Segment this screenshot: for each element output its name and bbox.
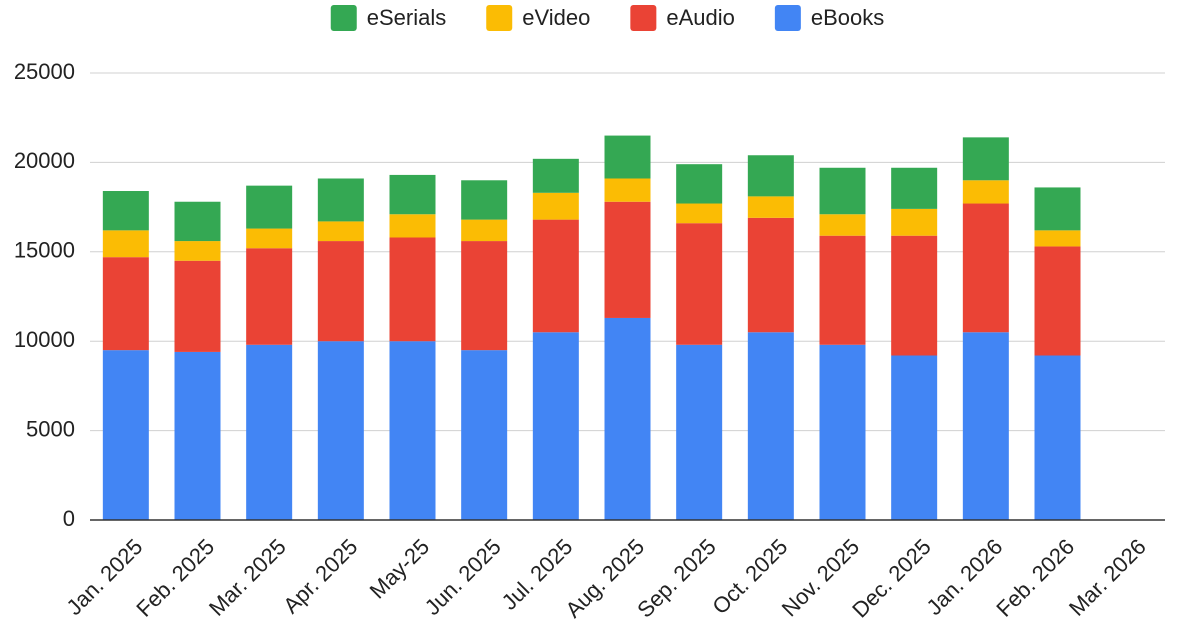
bar-segment: [604, 178, 651, 202]
x-tick-label: Mar. 2026: [1064, 534, 1151, 621]
bar-segment: [102, 257, 149, 351]
x-tick-label: Apr. 2025: [278, 534, 362, 618]
bar-segment: [1034, 187, 1081, 231]
bar-segment: [962, 203, 1009, 333]
bar-segment: [891, 235, 938, 356]
bar-segment: [747, 217, 794, 333]
x-tick-label: Feb. 2026: [991, 534, 1079, 622]
x-tick-label: Mar. 2025: [204, 534, 291, 621]
bar-segment: [604, 317, 651, 520]
bar-segment: [962, 180, 1009, 204]
bar-segment: [676, 344, 723, 520]
bar-segment: [317, 221, 364, 242]
legend-swatch: [330, 5, 357, 31]
x-tick-label: Sep. 2025: [632, 534, 721, 623]
bar-segment: [747, 155, 794, 197]
y-tick-label: 15000: [14, 238, 75, 263]
bar-segment: [174, 241, 221, 261]
bar-segment: [532, 158, 579, 193]
bar-segment: [102, 350, 149, 520]
y-tick-label: 0: [63, 506, 75, 531]
bar-segment: [1034, 246, 1081, 356]
bar-segment: [676, 164, 723, 204]
bar-segment: [532, 219, 579, 333]
bar-segment: [962, 332, 1009, 520]
bar-segment: [962, 137, 1009, 181]
bar-segment: [604, 135, 651, 179]
bar-segment: [604, 201, 651, 318]
bar-segment: [174, 260, 221, 352]
bar-segment: [174, 351, 221, 520]
bar-segment: [461, 219, 508, 242]
legend-label: eSerials: [367, 5, 446, 30]
bar-segment: [891, 167, 938, 209]
legend-label: eBooks: [811, 5, 884, 30]
bar-segment: [676, 223, 723, 345]
y-tick-label: 5000: [26, 416, 75, 441]
bar-segment: [891, 208, 938, 236]
bar-segment: [246, 185, 293, 229]
bar-segment: [1034, 355, 1081, 520]
legend-label: eVideo: [522, 5, 590, 30]
legend-swatch: [630, 5, 657, 31]
bar-segment: [317, 241, 364, 342]
bar-segment: [676, 203, 723, 224]
y-tick-label: 20000: [14, 148, 75, 173]
bar-segment: [102, 191, 149, 231]
bar-segment: [1034, 230, 1081, 247]
x-tick-label: Dec. 2025: [847, 534, 936, 623]
bar-segment: [246, 344, 293, 520]
bar-segment: [461, 180, 508, 220]
bar-segment: [532, 332, 579, 520]
bar-segment: [891, 355, 938, 520]
bar-segment: [747, 196, 794, 218]
bar-segment: [819, 214, 866, 236]
legend-swatch: [774, 5, 801, 31]
bar-segment: [747, 332, 794, 520]
bar-segment: [461, 241, 508, 351]
bar-segment: [102, 230, 149, 258]
y-tick-label: 25000: [14, 59, 75, 84]
bar-segment: [317, 178, 364, 222]
bar-segment: [819, 167, 866, 215]
y-tick-label: 10000: [14, 327, 75, 352]
bar-segment: [246, 248, 293, 345]
bar-segment: [389, 237, 436, 342]
bar-segment: [461, 350, 508, 520]
bar-segment: [819, 344, 866, 520]
bar-segment: [389, 214, 436, 238]
x-tick-label: Feb. 2025: [131, 534, 219, 622]
bar-segment: [389, 174, 436, 215]
legend-label: eAudio: [666, 5, 735, 30]
x-tick-label: Jun. 2025: [420, 534, 506, 620]
bar-segment: [246, 228, 293, 249]
x-tick-label: May-25: [365, 534, 435, 604]
legend-swatch: [486, 5, 513, 31]
bar-segment: [174, 201, 221, 242]
bar-segment: [317, 341, 364, 520]
bar-segment: [819, 235, 866, 345]
bar-segment: [532, 192, 579, 220]
bar-segment: [389, 341, 436, 520]
